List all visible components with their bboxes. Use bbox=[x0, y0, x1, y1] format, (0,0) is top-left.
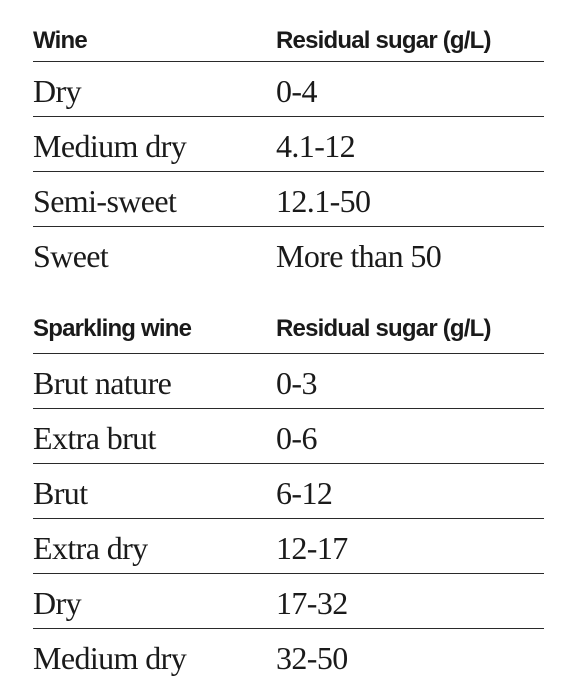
table-row: Medium dry 4.1-12 bbox=[33, 117, 544, 172]
table-row: Brut nature 0-3 bbox=[33, 354, 544, 409]
wine-sugar-table: Wine Residual sugar (g/L) Dry 0-4 Medium… bbox=[33, 18, 544, 282]
header-cell-sparkling-wine: Sparkling wine bbox=[33, 314, 192, 342]
header-cell-residual-sugar: Residual sugar (g/L) bbox=[276, 26, 492, 54]
sugar-range-cell: 0-4 bbox=[276, 72, 317, 109]
table-spacer bbox=[33, 282, 544, 302]
sugar-range-cell: 4.1-12 bbox=[276, 127, 356, 164]
sugar-range-cell: 12-17 bbox=[276, 529, 348, 566]
wine-type-cell: Sweet bbox=[33, 238, 109, 274]
wine-type-cell: Semi-sweet bbox=[33, 182, 177, 219]
wine-type-cell: Extra brut bbox=[33, 419, 156, 456]
table-row-last: Sweet More than 50 bbox=[33, 227, 544, 282]
sugar-range-cell: More than 50 bbox=[276, 238, 442, 274]
sugar-range-cell: 32-50 bbox=[276, 640, 348, 676]
sugar-range-cell: 12.1-50 bbox=[276, 182, 371, 219]
wine-type-cell: Brut nature bbox=[33, 364, 172, 401]
table-row: Dry 0-4 bbox=[33, 62, 544, 117]
sparkling-wine-sugar-table: Sparkling wine Residual sugar (g/L) Brut… bbox=[33, 302, 544, 684]
wine-type-cell: Medium dry bbox=[33, 640, 187, 676]
wine-type-cell: Dry bbox=[33, 72, 82, 109]
sugar-range-cell: 0-3 bbox=[276, 364, 317, 401]
table-row: Brut 6-12 bbox=[33, 464, 544, 519]
table-row-last: Medium dry 32-50 bbox=[33, 629, 544, 684]
table-row: Dry 17-32 bbox=[33, 574, 544, 629]
sugar-range-cell: 17-32 bbox=[276, 584, 348, 621]
header-cell-wine: Wine bbox=[33, 26, 88, 54]
table-row: Extra brut 0-6 bbox=[33, 409, 544, 464]
header-cell-residual-sugar: Residual sugar (g/L) bbox=[276, 314, 492, 342]
sugar-range-cell: 6-12 bbox=[276, 474, 333, 511]
table-row: Semi-sweet 12.1-50 bbox=[33, 172, 544, 227]
wine-type-cell: Extra dry bbox=[33, 529, 148, 566]
sugar-range-cell: 0-6 bbox=[276, 419, 317, 456]
table-row: Extra dry 12-17 bbox=[33, 519, 544, 574]
sugar-tables-document: Wine Residual sugar (g/L) Dry 0-4 Medium… bbox=[33, 18, 544, 684]
table-header-row: Wine Residual sugar (g/L) bbox=[33, 18, 544, 62]
wine-type-cell: Brut bbox=[33, 474, 88, 511]
table-header-row: Sparkling wine Residual sugar (g/L) bbox=[33, 302, 544, 354]
wine-type-cell: Medium dry bbox=[33, 127, 187, 164]
wine-type-cell: Dry bbox=[33, 584, 82, 621]
